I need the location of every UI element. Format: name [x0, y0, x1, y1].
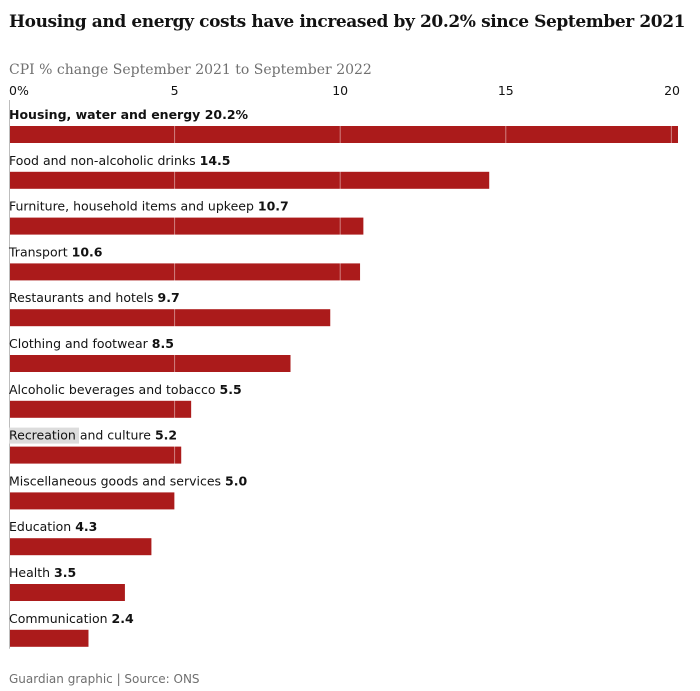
- category-label: Clothing and footwear 8.5: [9, 336, 174, 351]
- chart-subtitle: CPI % change September 2021 to September…: [9, 62, 372, 78]
- chart-title: Housing and energy costs have increased …: [9, 12, 686, 32]
- bar: [9, 355, 291, 372]
- value-label: 5.2: [155, 428, 177, 443]
- bar: [9, 538, 152, 556]
- tick-label: 5: [171, 83, 179, 98]
- value-label: 8.5: [152, 336, 174, 351]
- category-label: Communication 2.4: [9, 611, 134, 626]
- bar: [9, 309, 331, 327]
- category-label: Housing, water and energy 20.2%: [9, 107, 249, 122]
- bar: [9, 171, 490, 189]
- tick-label: 10: [332, 83, 348, 98]
- value-label: 14.5: [200, 153, 231, 168]
- category-name: Housing, water and energy: [9, 107, 205, 122]
- category-label: Furniture, household items and upkeep 10…: [9, 199, 289, 214]
- bars: [9, 126, 678, 647]
- bar: [9, 584, 125, 601]
- category-label: Transport 10.6: [8, 244, 103, 259]
- value-label: 10.7: [258, 199, 289, 214]
- category-label: Food and non-alcoholic drinks 14.5: [9, 153, 231, 168]
- text-selection-highlight: [9, 427, 79, 444]
- tick-label: 15: [498, 83, 514, 98]
- bar: [9, 126, 678, 143]
- bar: [9, 263, 361, 281]
- category-label: Health 3.5: [9, 565, 76, 580]
- category-label: Recreation and culture 5.2: [9, 428, 177, 443]
- bar: [9, 217, 364, 235]
- category-label: Miscellaneous goods and services 5.0: [9, 473, 247, 488]
- axis-ticks: 0% 5 10 15 20: [9, 83, 680, 98]
- category-name: Transport: [8, 244, 72, 259]
- bar: [9, 446, 182, 464]
- bar: [9, 492, 175, 510]
- bar: [9, 400, 192, 418]
- category-name: Food and non-alcoholic drinks: [9, 153, 200, 168]
- gridlines: [9, 100, 672, 649]
- category-label: Alcoholic beverages and tobacco 5.5: [9, 382, 242, 397]
- category-name: Communication: [9, 611, 112, 626]
- value-label: 3.5: [54, 565, 76, 580]
- bar: [9, 629, 89, 647]
- category-name: Education: [9, 519, 75, 534]
- value-label: 2.4: [112, 611, 134, 626]
- category-name: Recreation and culture: [9, 428, 155, 443]
- category-name: Furniture, household items and upkeep: [9, 199, 258, 214]
- tick-label: 0%: [9, 83, 29, 98]
- value-label: 20.2%: [205, 107, 249, 122]
- category-name: Alcoholic beverages and tobacco: [9, 382, 220, 397]
- category-label: Education 4.3: [9, 519, 97, 534]
- category-name: Health: [9, 565, 54, 580]
- value-label: 10.6: [72, 244, 103, 259]
- value-label: 5.5: [220, 382, 242, 397]
- value-label: 5.0: [225, 473, 247, 488]
- source-note: Guardian graphic | Source: ONS: [9, 672, 200, 686]
- category-name: Clothing and footwear: [9, 336, 152, 351]
- value-label: 9.7: [158, 290, 180, 305]
- value-label: 4.3: [75, 519, 97, 534]
- category-labels: Housing, water and energy 20.2% Food and …: [8, 107, 289, 626]
- tick-label: 20: [664, 83, 680, 98]
- category-name: Restaurants and hotels: [9, 290, 158, 305]
- category-label: Restaurants and hotels 9.7: [9, 290, 180, 305]
- category-name: Miscellaneous goods and services: [9, 473, 225, 488]
